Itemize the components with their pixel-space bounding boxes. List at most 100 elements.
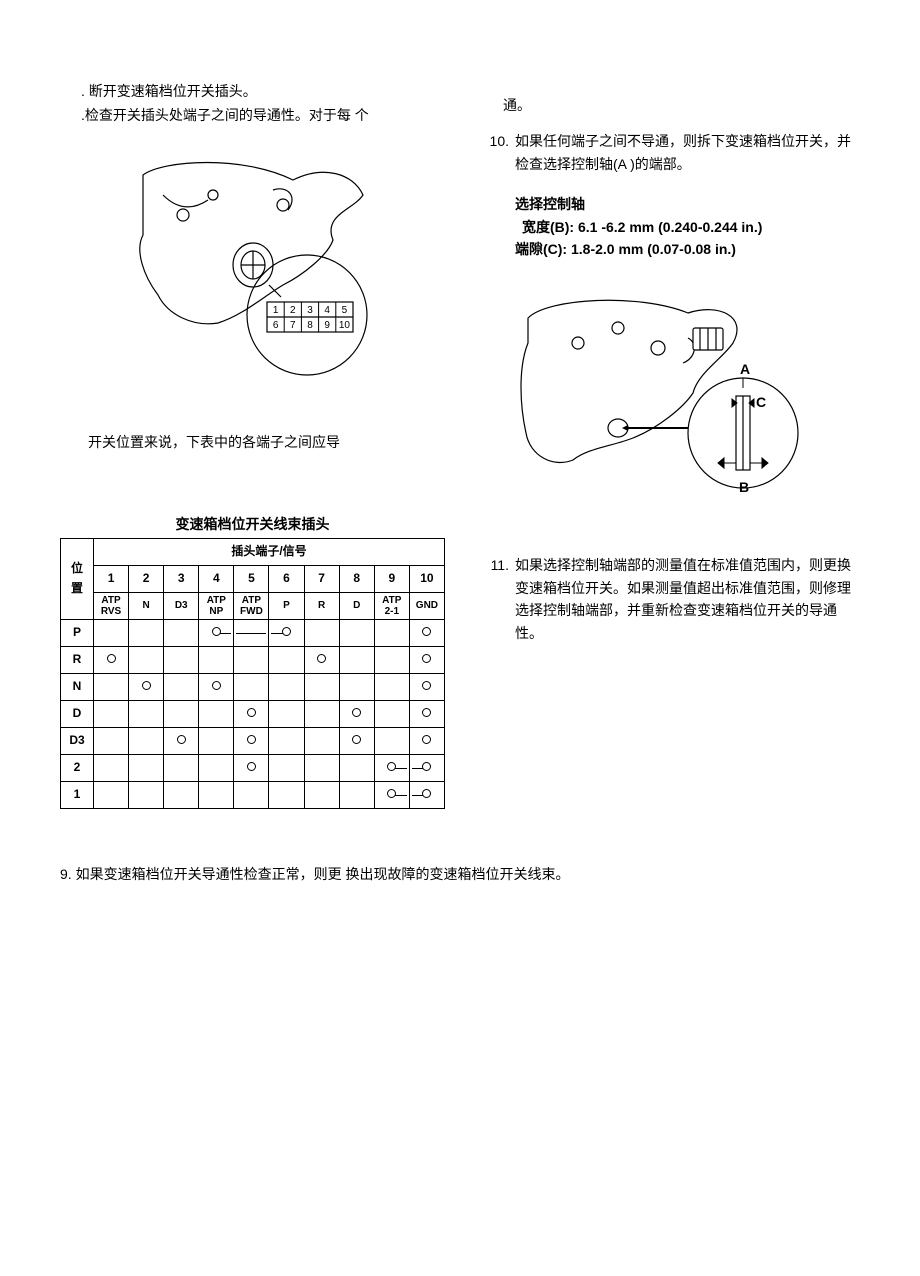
cell-D-7 [304,700,339,727]
cell-N-7 [304,673,339,700]
continuity-table-wrap: 位置插头端子/信号12345678910ATPRVSND3ATPNPATPFWD… [60,538,445,809]
step-11-body: 如果选择控制轴端部的测量值在标准值范围内，则更换变速箱档位开关。如果测量值超出标… [515,554,860,644]
row-P: P [61,619,94,646]
cell-1-9 [374,781,409,808]
th-col-9: 9 [374,565,409,592]
cell-D3-5 [234,727,269,754]
cell-D-2 [129,700,164,727]
label-a: A [740,361,750,377]
cell-1-5 [234,781,269,808]
cell-2-2 [129,754,164,781]
cell-P-5 [234,619,269,646]
cell-D-10 [409,700,444,727]
spec-width: 宽度(B): 6.1 -6.2 mm (0.240-0.244 in.) [515,216,860,238]
cell-D-3 [164,700,199,727]
step-10-num: 10. [475,130,515,175]
right-column: 通。 10. 如果任何端子之间不导通，则拆下变速箱档位开关，并检查选择控制轴(A… [475,80,860,809]
cell-D3-2 [129,727,164,754]
cell-R-3 [164,646,199,673]
cell-1-4 [199,781,234,808]
text-line-2: .检查开关插头处端子之间的导通性。对于每 个 [60,104,445,126]
conn-num-4: 4 [324,305,330,316]
step-10-body: 如果任何端子之间不导通，则拆下变速箱档位开关，并检查选择控制轴(A )的端部。 [515,130,860,175]
page-bottom: 9. 如果变速箱档位开关导通性检查正常，则更 换出现故障的变速箱档位开关线束。 [0,863,920,1019]
th-signal-1: ATPRVS [94,592,129,619]
figure-switch-connector: 1 2 3 4 5 6 7 8 9 10 [60,155,445,395]
row-2: 2 [61,754,94,781]
cell-2-10 [409,754,444,781]
cell-D-4 [199,700,234,727]
text-line-1: . 断开变速箱档位开关插头。 [60,80,445,102]
cell-R-9 [374,646,409,673]
cell-1-2 [129,781,164,808]
th-col-2: 2 [129,565,164,592]
cell-1-10 [409,781,444,808]
continuity-table: 位置插头端子/信号12345678910ATPRVSND3ATPNPATPFWD… [60,538,445,809]
cell-R-2 [129,646,164,673]
spec-block: 选择控制轴 宽度(B): 6.1 -6.2 mm (0.240-0.244 in… [515,193,860,260]
cell-1-8 [339,781,374,808]
cell-D3-10 [409,727,444,754]
figure-control-shaft: A C B [475,288,860,518]
cell-D3-8 [339,727,374,754]
cell-N-10 [409,673,444,700]
row-1: 1 [61,781,94,808]
spec-title: 选择控制轴 [515,193,860,215]
cell-D-6 [269,700,304,727]
caption-line: 开关位置来说，下表中的各端子之间应导 [60,431,445,453]
th-col-10: 10 [409,565,444,592]
step-9: 9. 如果变速箱档位开关导通性检查正常，则更 换出现故障的变速箱档位开关线束。 [60,863,860,885]
cell-D3-3 [164,727,199,754]
conn-num-2: 2 [290,305,296,316]
conn-num-10: 10 [338,320,350,331]
step-11: 11. 如果选择控制轴端部的测量值在标准值范围内，则更换变速箱档位开关。如果测量… [475,554,860,644]
cell-R-1 [94,646,129,673]
cell-N-4 [199,673,234,700]
spec-gap: 端隙(C): 1.8-2.0 mm (0.07-0.08 in.) [515,238,860,260]
th-signal-7: R [304,592,339,619]
conn-num-3: 3 [307,305,313,316]
cell-2-5 [234,754,269,781]
cell-R-8 [339,646,374,673]
th-col-3: 3 [164,565,199,592]
cell-D3-6 [269,727,304,754]
table-title: 变速箱档位开关线束插头 [60,513,445,535]
cell-D3-7 [304,727,339,754]
cell-2-4 [199,754,234,781]
conn-num-9: 9 [324,320,330,331]
th-signal-4: ATPNP [199,592,234,619]
step-10: 10. 如果任何端子之间不导通，则拆下变速箱档位开关，并检查选择控制轴(A )的… [475,130,860,175]
th-position: 位置 [61,538,94,619]
cell-R-7 [304,646,339,673]
cell-N-6 [269,673,304,700]
cell-D3-1 [94,727,129,754]
cell-2-1 [94,754,129,781]
th-signal-9: ATP2-1 [374,592,409,619]
cell-D3-9 [374,727,409,754]
cell-2-7 [304,754,339,781]
cell-N-3 [164,673,199,700]
row-D3: D3 [61,727,94,754]
th-signal-3: D3 [164,592,199,619]
th-col-6: 6 [269,565,304,592]
cell-N-9 [374,673,409,700]
th-col-5: 5 [234,565,269,592]
row-D: D [61,700,94,727]
cell-R-4 [199,646,234,673]
cell-P-8 [339,619,374,646]
th-signal-header: 插头端子/信号 [94,538,445,565]
cell-1-3 [164,781,199,808]
cell-2-8 [339,754,374,781]
cell-N-5 [234,673,269,700]
cell-P-3 [164,619,199,646]
cell-D-8 [339,700,374,727]
conn-num-8: 8 [307,320,313,331]
cell-R-5 [234,646,269,673]
label-c: C [756,394,766,410]
cell-D-9 [374,700,409,727]
cell-2-3 [164,754,199,781]
cell-P-7 [304,619,339,646]
cell-P-2 [129,619,164,646]
th-signal-10: GND [409,592,444,619]
label-b: B [739,479,749,495]
